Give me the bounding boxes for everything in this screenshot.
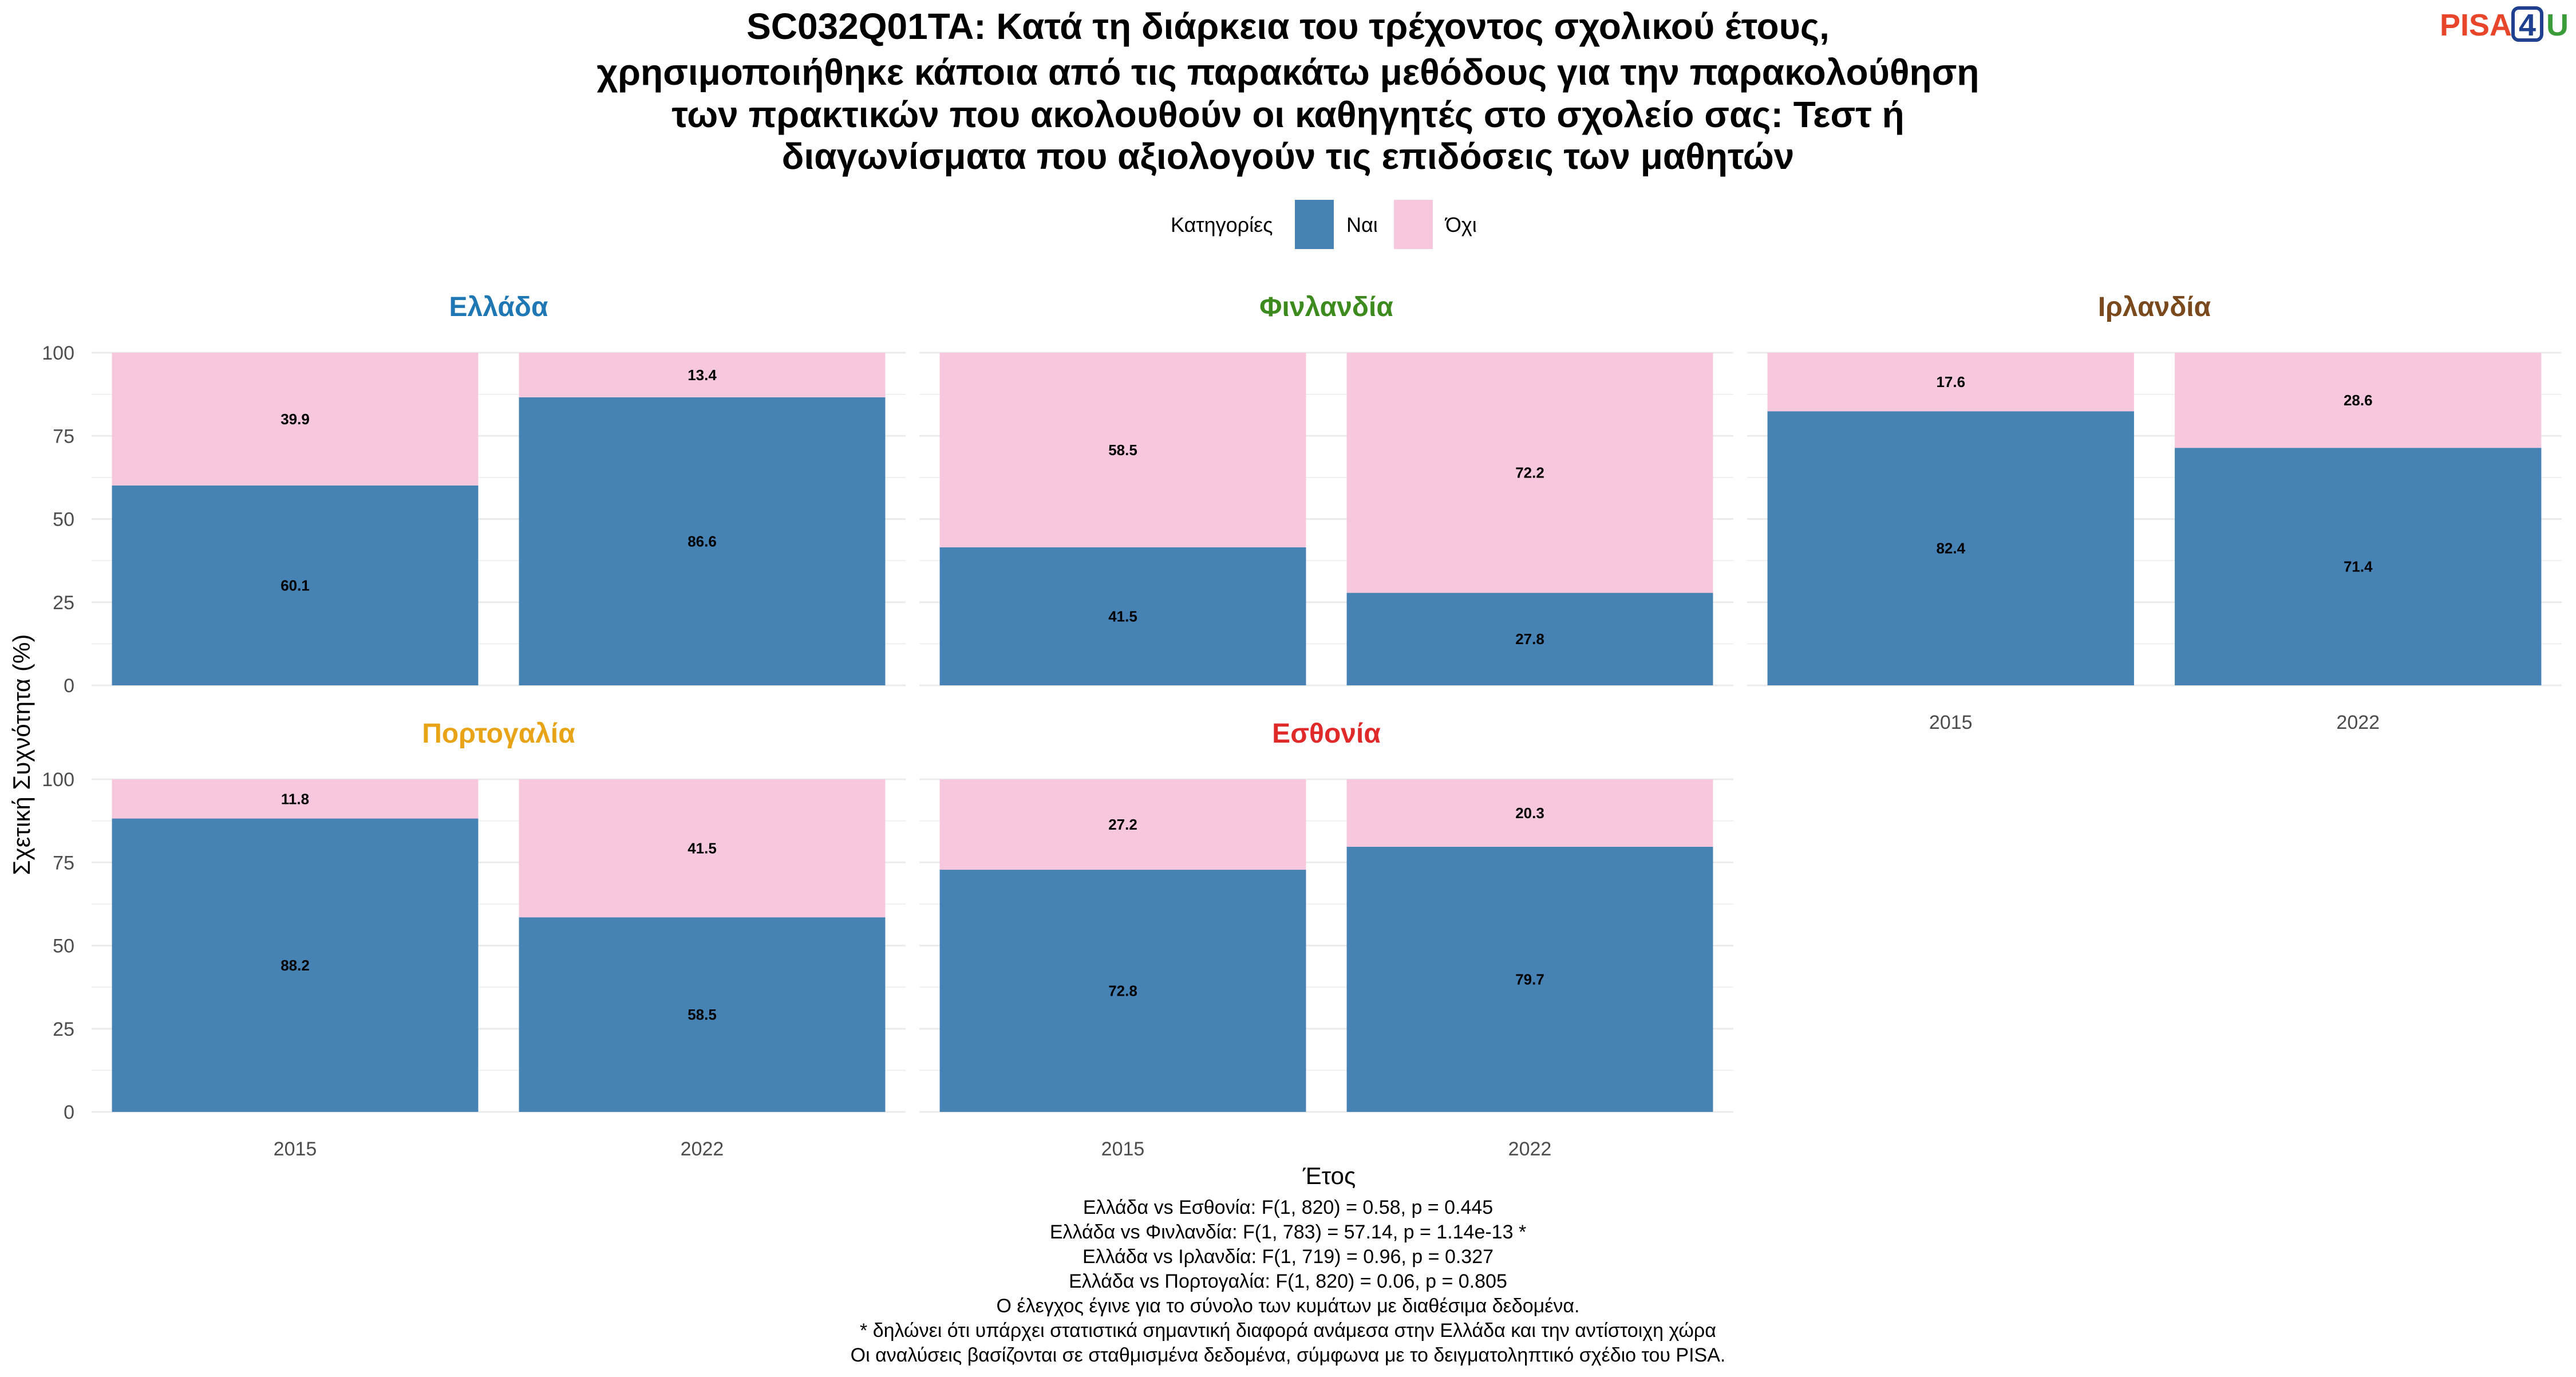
facet-title: Πορτογαλία xyxy=(422,719,575,749)
title-line-1: SC032Q01TA: Κατά τη διάρκεια του τρέχοντ… xyxy=(746,6,1830,47)
facet-ελλάδα: Ελλάδα 0 25 50 75 100 60.1 39.9 86.6 13.4 xyxy=(42,292,906,697)
legend-label-nai: Ναι xyxy=(1346,213,1378,236)
footnote-6: * δηλώνει ότι υπάρχει στατιστικά σημαντι… xyxy=(860,1320,1716,1342)
bar-value-label: 28.6 xyxy=(2344,392,2373,409)
y-tick-label: 50 xyxy=(53,936,74,957)
bar-όχι-2015 xyxy=(939,353,1306,547)
bar-value-label: 11.8 xyxy=(281,790,309,807)
footnote-7: Οι αναλύσεις βασίζονται σε σταθμισμένα δ… xyxy=(851,1344,1726,1366)
facet-εσθονία: Εσθονία 72.8 27.2 2015 79.7 20.3 2022 xyxy=(919,719,1733,1160)
facet-πορτογαλία: Πορτογαλία 0 25 50 75 100 88.2 11.8 2015 58.5 41.5… xyxy=(42,719,906,1160)
bar-value-label: 71.4 xyxy=(2344,558,2373,575)
bar-ναι-2015 xyxy=(1767,411,2134,685)
legend: Κατηγορίες Ναι Όχι xyxy=(1171,200,1477,249)
footnote-4: Ελλάδα vs Πορτογαλία: F(1, 820) = 0.06, … xyxy=(1069,1271,1507,1292)
bar-όχι-2022 xyxy=(519,353,886,397)
bar-όχι-2022 xyxy=(1346,779,1713,847)
x-tick-label: 2022 xyxy=(2336,712,2380,733)
logo-text-pisa: PISA xyxy=(2440,8,2512,42)
legend-title: Κατηγορίες xyxy=(1171,213,1273,236)
bar-ναι-2015 xyxy=(939,547,1306,685)
x-tick-label: 2022 xyxy=(1508,1138,1552,1160)
facet-ιρλανδία: Ιρλανδία 82.4 17.6 2015 71.4 28.6 2022 xyxy=(1747,292,2562,733)
y-tick-label: 0 xyxy=(64,675,74,697)
y-tick-label: 100 xyxy=(42,769,74,791)
bar-value-label: 86.6 xyxy=(688,532,717,550)
bar-ναι-2022 xyxy=(519,397,886,685)
bar-όχι-2022 xyxy=(2175,353,2542,448)
logo-text-4: 4 xyxy=(2519,8,2536,42)
bar-value-label: 58.5 xyxy=(688,1006,717,1023)
facet-title: Εσθονία xyxy=(1272,719,1381,749)
pisa4u-logo: PISA 4 U xyxy=(2440,6,2569,42)
y-tick-label: 25 xyxy=(53,592,74,614)
bar-value-label: 88.2 xyxy=(280,957,310,974)
y-tick-label: 75 xyxy=(53,852,74,874)
footnote-1: Ελλάδα vs Εσθονία: F(1, 820) = 0.58, p =… xyxy=(1083,1197,1493,1218)
footnotes: Ελλάδα vs Εσθονία: F(1, 820) = 0.58, p =… xyxy=(851,1197,1726,1366)
bar-value-label: 41.5 xyxy=(688,840,717,857)
x-tick-label: 2015 xyxy=(274,1138,317,1160)
facet-title: Φινλανδία xyxy=(1259,292,1393,322)
y-tick-label: 100 xyxy=(42,342,74,364)
bar-value-label: 72.8 xyxy=(1108,983,1137,1000)
bar-ναι-2022 xyxy=(519,917,886,1112)
title-line-3: των πρακτικών που ακολουθούν οι καθηγητέ… xyxy=(671,94,1904,135)
bar-value-label: 79.7 xyxy=(1515,970,1544,988)
bar-value-label: 39.9 xyxy=(280,411,310,428)
bar-ναι-2022 xyxy=(2175,448,2542,685)
footnote-2: Ελλάδα vs Φινλανδία: F(1, 783) = 57.14, … xyxy=(1050,1221,1526,1243)
facet-title: Ελλάδα xyxy=(449,292,548,322)
y-tick-label: 75 xyxy=(53,425,74,447)
facet-title: Ιρλανδία xyxy=(2098,292,2211,322)
x-axis-title: Έτος xyxy=(1302,1162,1356,1189)
bar-value-label: 82.4 xyxy=(1936,540,1965,557)
title-line-2: χρησιμοποιήθηκε κάποια από τις παρακάτω … xyxy=(597,52,1980,93)
bar-value-label: 20.3 xyxy=(1515,804,1544,822)
bar-ναι-2015 xyxy=(112,485,479,685)
y-tick-label: 50 xyxy=(53,509,74,531)
chart-title: SC032Q01TA: Κατά τη διάρκεια του τρέχοντ… xyxy=(597,6,1980,177)
bar-όχι-2015 xyxy=(939,779,1306,870)
x-tick-label: 2015 xyxy=(1101,1138,1145,1160)
bar-value-label: 60.1 xyxy=(280,577,310,594)
facet-φινλανδία: Φινλανδία 41.5 58.5 27.8 72.2 xyxy=(919,292,1733,686)
bar-value-label: 13.4 xyxy=(688,366,717,384)
y-axis-title: Σχετική Συχνότητα (%) xyxy=(8,634,35,875)
bar-όχι-2015 xyxy=(112,779,479,819)
bar-ναι-2015 xyxy=(939,870,1306,1112)
x-tick-label: 2015 xyxy=(1929,712,1973,733)
footnote-5: Ο έλεγχος έγινε για το σύνολο των κυμάτω… xyxy=(997,1295,1580,1317)
bar-value-label: 27.8 xyxy=(1515,630,1544,648)
bar-ναι-2022 xyxy=(1346,846,1713,1112)
bar-όχι-2022 xyxy=(1346,353,1713,593)
legend-swatch-ochi xyxy=(1394,200,1433,249)
footnote-3: Ελλάδα vs Ιρλανδία: F(1, 719) = 0.96, p … xyxy=(1082,1246,1494,1268)
legend-label-ochi: Όχι xyxy=(1444,213,1477,236)
logo-text-u: U xyxy=(2546,8,2569,42)
bar-ναι-2022 xyxy=(1346,593,1713,685)
bar-value-label: 17.6 xyxy=(1936,373,1965,390)
bar-όχι-2015 xyxy=(112,353,479,486)
bar-όχι-2022 xyxy=(519,779,886,918)
bar-value-label: 41.5 xyxy=(1108,607,1137,625)
bar-value-label: 58.5 xyxy=(1108,441,1137,459)
bar-όχι-2015 xyxy=(1767,353,2134,412)
bar-value-label: 27.2 xyxy=(1108,816,1137,833)
facet-panels: Ελλάδα 0 25 50 75 100 60.1 39.9 86.6 13.4 Φινλανδί… xyxy=(42,292,2562,1160)
legend-swatch-nai xyxy=(1295,200,1334,249)
title-line-4: διαγωνίσματα που αξιολογούν τις επιδόσει… xyxy=(782,136,1795,177)
logo-box xyxy=(2511,6,2543,42)
y-tick-label: 25 xyxy=(53,1019,74,1040)
x-tick-label: 2022 xyxy=(681,1138,724,1160)
y-tick-label: 0 xyxy=(64,1102,74,1123)
bar-value-label: 72.2 xyxy=(1515,464,1544,482)
bar-ναι-2015 xyxy=(112,818,479,1112)
